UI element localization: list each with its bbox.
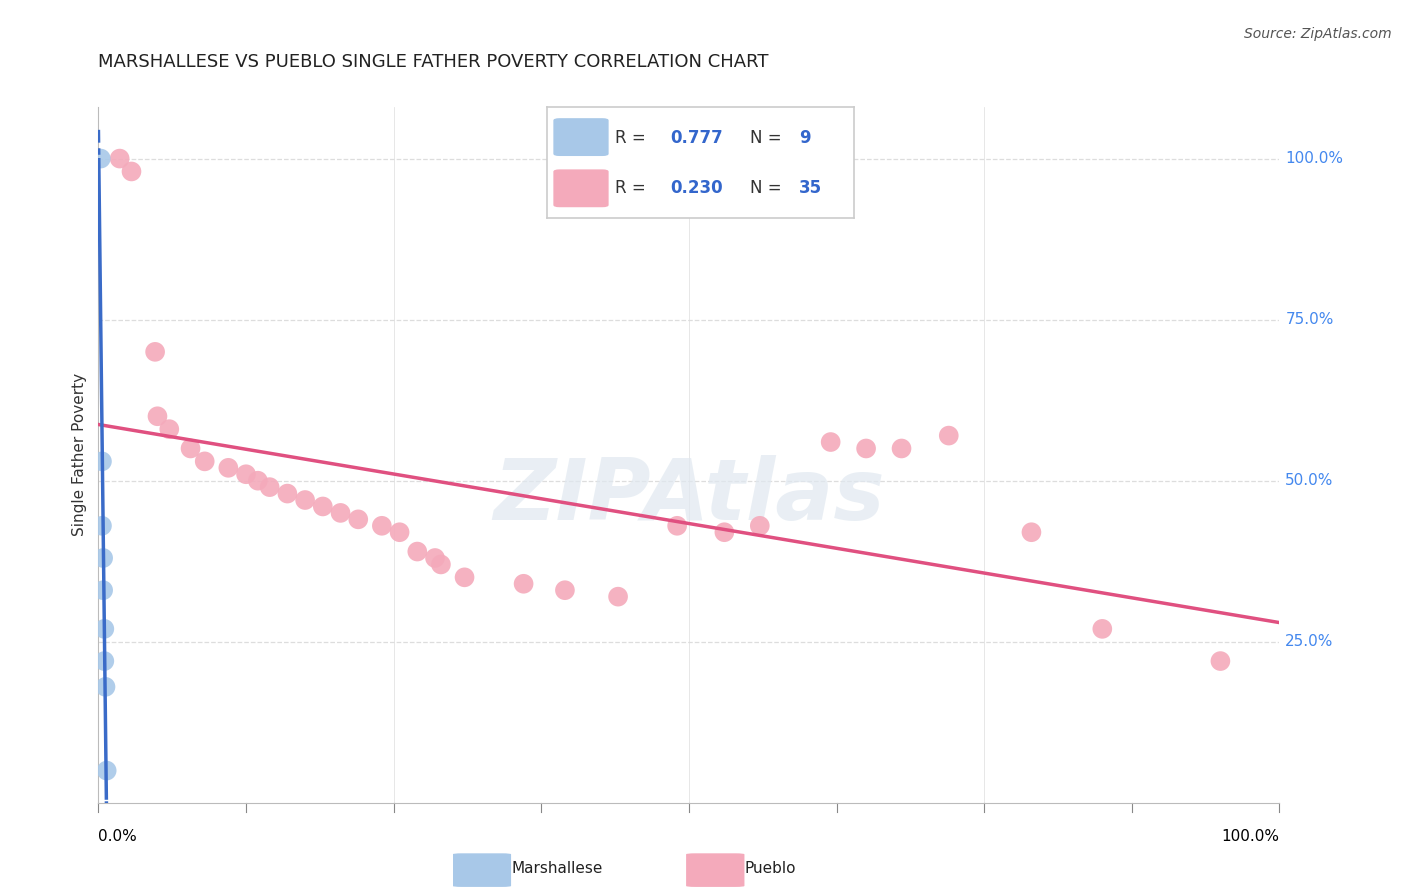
Point xyxy=(90,152,112,166)
Point xyxy=(430,558,453,572)
Point xyxy=(108,152,131,166)
Point xyxy=(1209,654,1232,668)
Point xyxy=(406,544,429,558)
Point xyxy=(94,680,117,694)
Point xyxy=(423,551,446,566)
Point xyxy=(91,551,114,566)
Point xyxy=(371,518,394,533)
Point xyxy=(194,454,217,468)
Point xyxy=(312,500,335,514)
Text: 50.0%: 50.0% xyxy=(1285,473,1334,488)
Point xyxy=(93,622,115,636)
Text: 100.0%: 100.0% xyxy=(1222,829,1279,844)
Point xyxy=(91,583,114,598)
Point xyxy=(512,576,534,591)
Text: 0.0%: 0.0% xyxy=(98,829,138,844)
Text: MARSHALLESE VS PUEBLO SINGLE FATHER POVERTY CORRELATION CHART: MARSHALLESE VS PUEBLO SINGLE FATHER POVE… xyxy=(98,54,769,71)
Point xyxy=(329,506,352,520)
Point xyxy=(259,480,281,494)
Point xyxy=(666,518,689,533)
Point xyxy=(93,654,115,668)
Point xyxy=(143,344,166,359)
Point xyxy=(96,764,118,778)
Point xyxy=(91,454,114,468)
Point xyxy=(180,442,202,456)
Point xyxy=(1091,622,1114,636)
Point xyxy=(855,442,877,456)
Point xyxy=(246,474,269,488)
Point xyxy=(146,409,169,424)
Point xyxy=(713,525,735,540)
Point xyxy=(388,525,411,540)
Text: 100.0%: 100.0% xyxy=(1285,151,1343,166)
Point xyxy=(217,460,239,475)
Text: 25.0%: 25.0% xyxy=(1285,634,1334,649)
Text: 75.0%: 75.0% xyxy=(1285,312,1334,327)
Point xyxy=(294,493,316,508)
Point xyxy=(607,590,630,604)
Y-axis label: Single Father Poverty: Single Father Poverty xyxy=(72,374,87,536)
Point xyxy=(276,486,298,500)
Point xyxy=(347,512,370,526)
Point xyxy=(748,518,770,533)
Point xyxy=(1021,525,1043,540)
Point xyxy=(91,518,114,533)
Text: Source: ZipAtlas.com: Source: ZipAtlas.com xyxy=(1244,27,1392,41)
Point xyxy=(890,442,912,456)
Point xyxy=(235,467,257,482)
Text: ZIPAtlas: ZIPAtlas xyxy=(494,455,884,538)
Point xyxy=(157,422,180,436)
Point xyxy=(938,428,960,442)
Point xyxy=(121,164,143,178)
Point xyxy=(453,570,475,584)
Point xyxy=(554,583,576,598)
Point xyxy=(820,435,842,450)
